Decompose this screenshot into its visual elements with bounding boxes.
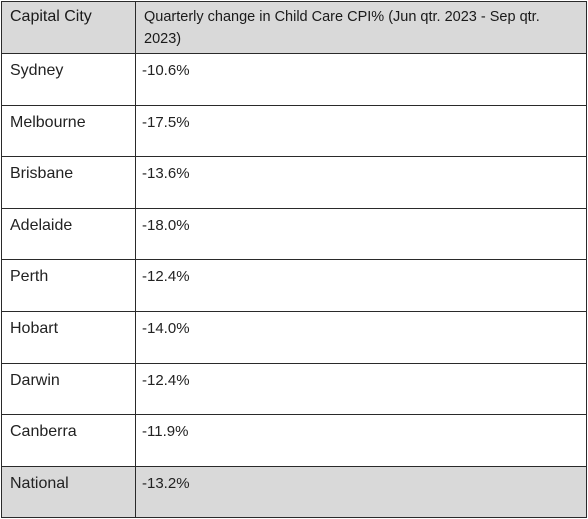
change-value: -12.4%: [142, 268, 190, 286]
city-name: Canberra: [10, 423, 77, 441]
city-cell: Canberra: [1, 414, 136, 467]
table-row: Sydney -10.6%: [1, 53, 587, 106]
change-value: -13.2%: [142, 474, 190, 492]
change-cell: -17.5%: [135, 104, 587, 158]
city-name: Darwin: [10, 371, 60, 389]
change-value: -13.6%: [142, 165, 190, 183]
table-body: Sydney -10.6% Melbourne -17.5% Brisbane -13.6…: [1, 53, 587, 519]
change-cell: -11.9%: [135, 414, 587, 467]
column-header-city: Capital City: [1, 1, 136, 54]
change-value: -11.9%: [142, 423, 189, 441]
table-row: Perth -12.4%: [1, 259, 587, 312]
change-value: -12.4%: [142, 371, 190, 389]
city-name: Hobart: [10, 319, 59, 337]
table-row: Hobart -14.0%: [1, 310, 587, 364]
city-cell: National: [1, 465, 136, 519]
change-cell: -18.0%: [135, 207, 587, 261]
city-cell: Brisbane: [1, 156, 136, 209]
column-header-change: Quarterly change in Child Care CPI% (Jun…: [135, 1, 587, 54]
city-name: Sydney: [10, 62, 64, 79]
column-header-city-label: Capital City: [10, 8, 92, 25]
city-name: Perth: [10, 268, 49, 286]
table-row: Brisbane -13.6%: [1, 156, 587, 209]
table-row: Canberra -11.9%: [1, 414, 587, 467]
change-cell: -10.6%: [135, 53, 587, 106]
city-cell: Adelaide: [1, 207, 136, 261]
change-value: -14.0%: [142, 319, 190, 337]
change-cell: -14.0%: [135, 310, 587, 364]
change-value: -18.0%: [142, 216, 190, 234]
city-name: Adelaide: [10, 216, 73, 234]
change-cell: -12.4%: [135, 362, 587, 416]
city-cell: Darwin: [1, 362, 136, 416]
city-name: Brisbane: [10, 165, 74, 183]
table-row: Melbourne -17.5%: [1, 104, 587, 158]
change-cell: -13.6%: [135, 156, 587, 209]
change-cell: -13.2%: [135, 465, 587, 519]
table-row: Adelaide -18.0%: [1, 207, 587, 261]
city-cell: Sydney: [1, 53, 136, 106]
city-name: National: [10, 474, 69, 492]
column-header-change-label: Quarterly change in Child Care CPI% (Jun…: [144, 9, 540, 47]
city-name: Melbourne: [10, 113, 86, 131]
change-value: -17.5%: [142, 113, 190, 131]
city-cell: Melbourne: [1, 104, 136, 158]
national-row: National -13.2%: [1, 465, 587, 519]
city-cell: Hobart: [1, 310, 136, 364]
change-value: -10.6%: [142, 62, 190, 79]
header-row: Capital City Quarterly change in Child C…: [1, 1, 587, 54]
city-cell: Perth: [1, 259, 136, 312]
table-row: Darwin -12.4%: [1, 362, 587, 416]
change-cell: -12.4%: [135, 259, 587, 312]
